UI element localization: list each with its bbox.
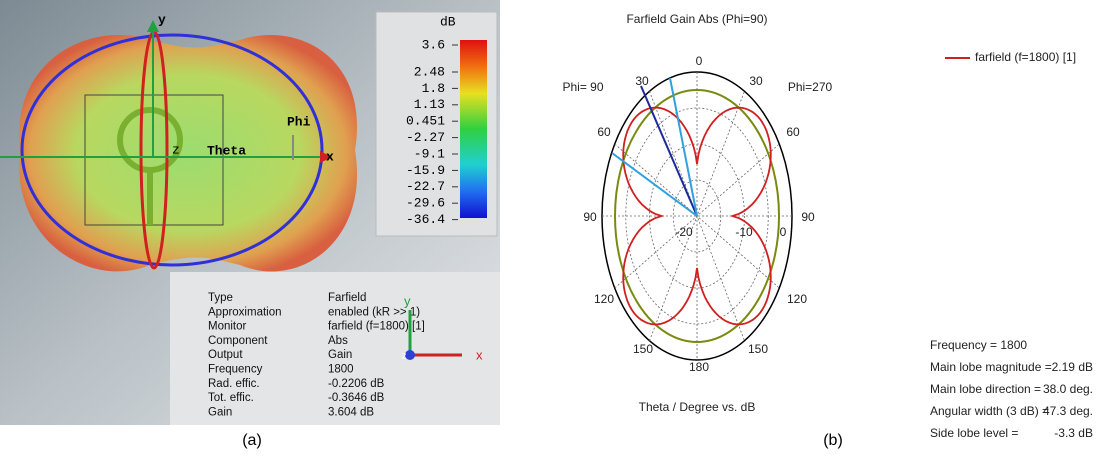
phi-label: Phi= 90 <box>562 80 603 94</box>
info-key: Type <box>208 292 233 304</box>
info-key: Rad. effic. <box>208 378 260 390</box>
info-value: Abs <box>328 335 348 347</box>
info-key: Tot. effic. <box>208 392 254 404</box>
angle-label: 30 <box>749 74 763 88</box>
axis-label: y <box>158 12 166 27</box>
legend-label: farfield (f=1800) [1] <box>975 50 1076 64</box>
colorbar-tick-label: -9.1 <box>414 146 445 161</box>
caption: (b) <box>823 432 843 449</box>
radial-label: 0 <box>780 225 787 239</box>
plot-title: Farfield Gain Abs (Phi=90) <box>626 12 767 26</box>
colorbar-tick-label: 1.8 <box>422 81 445 96</box>
colorbar-tick-label: 0.451 <box>406 114 445 129</box>
colorbar-tick-label: -2.27 <box>406 130 445 145</box>
stat-value: 2.19 dB <box>1052 360 1093 374</box>
angle-label: 60 <box>786 125 800 139</box>
triad-z <box>405 350 415 360</box>
caption: (a) <box>242 432 262 449</box>
colorbar <box>460 40 487 218</box>
angle-label: 150 <box>748 342 768 356</box>
info-key: Component <box>208 335 268 347</box>
info-key: Output <box>208 349 243 361</box>
colorbar-tick-label: 2.48 <box>414 64 445 79</box>
triad-label: x <box>476 347 483 362</box>
angle-label: 120 <box>787 292 807 306</box>
info-key: Gain <box>208 406 232 418</box>
angle-label: 120 <box>594 292 614 306</box>
colorbar-tick-label: 1.13 <box>414 97 445 112</box>
info-value: Farfield <box>328 292 366 304</box>
info-value: Gain <box>328 349 352 361</box>
phi-label: Phi=270 <box>788 80 833 94</box>
angle-label: 150 <box>633 342 653 356</box>
stat-label: Side lobe level = <box>930 426 1018 440</box>
angle-label: 0 <box>696 54 703 68</box>
info-key: Approximation <box>208 306 282 318</box>
axis-label: Theta <box>207 143 246 158</box>
colorbar-tick-label: -22.7 <box>406 179 445 194</box>
info-value: -0.3646 dB <box>328 392 385 404</box>
radial-label: -20 <box>675 225 693 239</box>
stat-label: Main lobe magnitude = <box>930 360 1052 374</box>
angle-label: 90 <box>801 210 815 224</box>
info-key: Monitor <box>208 321 247 333</box>
info-key: Frequency <box>208 364 263 376</box>
info-value: -0.2206 dB <box>328 378 385 390</box>
triad-label: y <box>404 293 411 308</box>
angle-label: 90 <box>583 210 597 224</box>
colorbar-tick-label: -36.4 <box>406 212 445 227</box>
colorbar-unit: dB <box>440 14 456 29</box>
x-axis-label: Theta / Degree vs. dB <box>639 400 756 414</box>
colorbar-tick-label: 3.6 <box>422 37 445 52</box>
stat-label: Angular width (3 dB) = <box>930 404 1049 418</box>
angle-label: 60 <box>597 125 611 139</box>
figure: y Phi Theta x z dB 3.62.481.81.130.451-2… <box>0 0 1103 458</box>
axis-label: x <box>326 149 334 164</box>
stat-value: 47.3 deg. <box>1043 404 1093 418</box>
info-value: 3.604 dB <box>328 406 374 418</box>
angle-label: 180 <box>689 360 709 374</box>
axis-label: Phi <box>287 114 311 129</box>
stat-value: -3.3 dB <box>1054 426 1093 440</box>
stat-label: Frequency = 1800 <box>930 338 1027 352</box>
stat-value: 38.0 deg. <box>1043 382 1093 396</box>
triad-label: z <box>402 350 407 360</box>
main-lobe-line <box>641 86 697 216</box>
axis-label: z <box>172 142 180 157</box>
colorbar-tick-label: -29.6 <box>406 196 445 211</box>
stat-label: Main lobe direction = <box>930 382 1041 396</box>
page: {"panel_a": { "axes": {"y": "y", "phi": … <box>0 0 1103 458</box>
radial-label: -10 <box>735 225 753 239</box>
info-value: 1800 <box>328 364 354 376</box>
angle-label: 30 <box>635 74 649 88</box>
colorbar-tick-label: -15.9 <box>406 163 445 178</box>
